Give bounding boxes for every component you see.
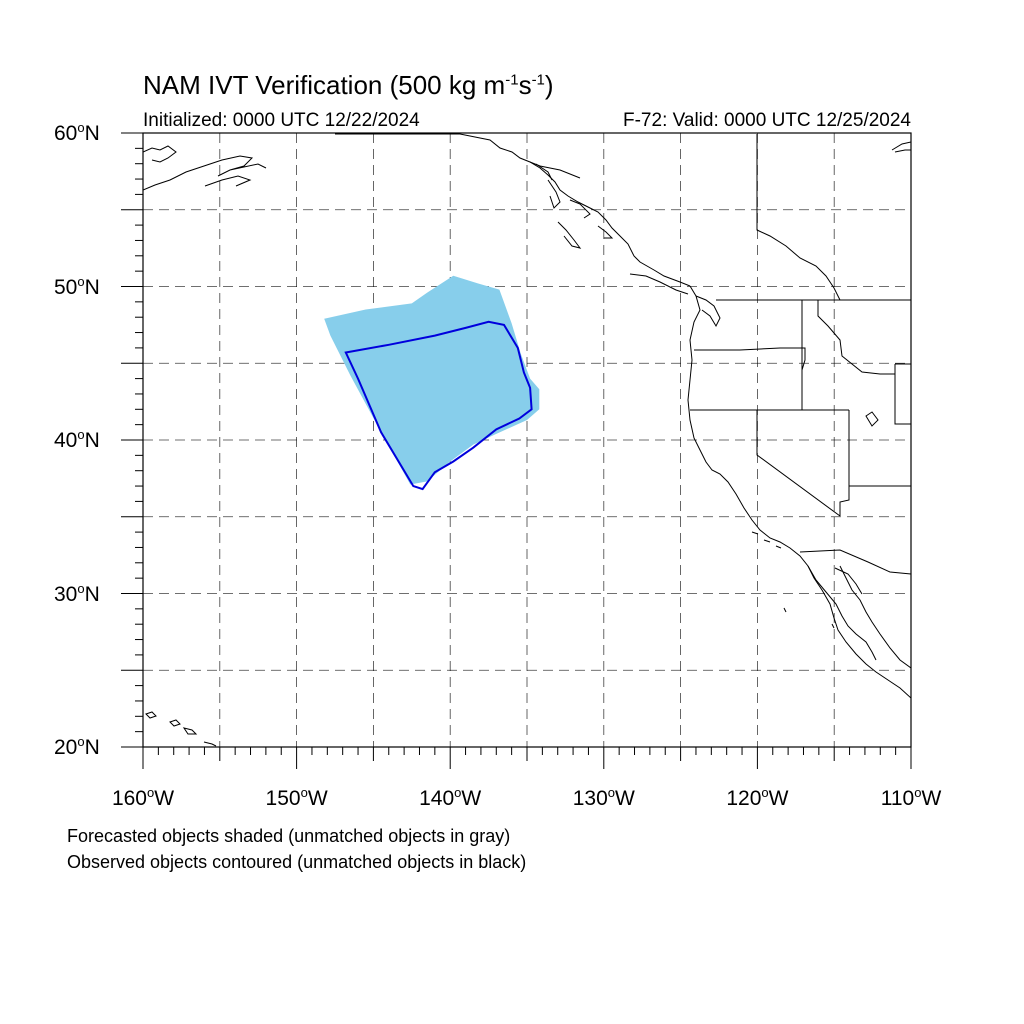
lon-value: 110 [880, 787, 915, 810]
lon-unit: W [307, 787, 328, 810]
lat-unit: N [84, 429, 100, 452]
map-frame [142, 132, 912, 748]
ca-nv-border [756, 410, 841, 517]
forecast-ivt-object [324, 275, 540, 485]
hawaii-islands [145, 711, 217, 747]
lon-unit: W [768, 787, 789, 810]
lon-value: 130 [572, 787, 608, 810]
lat-value: 20 [54, 736, 78, 759]
lon-label: 140oW [419, 786, 481, 809]
lon-value: 120 [726, 787, 762, 810]
puget-sound [629, 273, 721, 328]
baja-california [807, 565, 911, 669]
degree-symbol: o [914, 785, 922, 800]
degree-symbol: o [77, 427, 85, 442]
lat-value: 60 [54, 122, 78, 145]
degree-symbol: o [77, 580, 85, 596]
idaho-border [801, 300, 895, 410]
lat-value: 30 [54, 582, 78, 606]
alaska-coastline [143, 133, 691, 287]
west-coast [687, 285, 911, 699]
degree-symbol: o [77, 120, 85, 135]
alaska-canada-border [529, 161, 581, 179]
degree-symbol: o [607, 785, 616, 800]
degree-symbol: o [77, 734, 85, 749]
coastal-islands [535, 163, 614, 249]
observed-ivt-contour [344, 320, 533, 491]
wa-or-border [694, 347, 806, 371]
lat-label: 30oN [54, 582, 100, 605]
lon-value: 150 [265, 787, 301, 810]
map-title: NAM IVT Verification (500 kg m-1s-1) [143, 70, 554, 100]
lon-unit: W [921, 787, 942, 810]
degree-symbol: o [77, 273, 85, 289]
lat-label: 50oN [54, 275, 100, 298]
observed-legend-note: Observed objects contoured (unmatched ob… [67, 852, 527, 872]
degree-symbol: o [300, 785, 308, 800]
lon-value: 160 [111, 787, 147, 810]
tick-marks [121, 132, 912, 769]
initialized-time: Initialized: 0000 UTC 12/22/2024 [143, 110, 420, 131]
utah-border [849, 363, 911, 487]
channel-islands [751, 531, 835, 629]
nv-az-border [839, 410, 850, 516]
lon-unit: W [461, 787, 482, 810]
valid-time: F-72: Valid: 0000 UTC 12/25/2024 [623, 110, 911, 131]
degree-symbol: o [146, 785, 155, 800]
lat-value: 50 [54, 275, 78, 299]
lat-value: 40 [54, 429, 78, 452]
lon-label: 120oW [726, 786, 788, 809]
lat-unit: N [84, 582, 100, 606]
lat-label: 60oN [54, 121, 100, 144]
lon-label: 150oW [266, 786, 328, 809]
lon-unit: W [615, 787, 635, 810]
degree-symbol: o [761, 785, 769, 800]
lon-unit: W [154, 787, 175, 810]
bc-alberta-border [756, 134, 841, 301]
canada-east-coast [891, 141, 911, 153]
forecast-legend-note: Forecasted objects shaded (unmatched obj… [67, 826, 511, 846]
degree-symbol: o [454, 785, 462, 800]
lat-label: 40oN [54, 428, 100, 451]
lon-label: 110oW [881, 786, 942, 809]
lon-label: 130oW [573, 786, 635, 809]
lon-label: 160oW [112, 786, 174, 809]
coastlines [143, 133, 911, 747]
us-mexico-border [799, 549, 911, 575]
graticule [143, 133, 911, 747]
lat-unit: N [84, 736, 100, 759]
lon-value: 140 [419, 787, 455, 810]
lat-label: 20oN [54, 735, 100, 758]
political-borders [529, 134, 911, 575]
lat-unit: N [84, 122, 100, 145]
lat-unit: N [84, 275, 100, 299]
great-salt-lake [865, 411, 879, 427]
